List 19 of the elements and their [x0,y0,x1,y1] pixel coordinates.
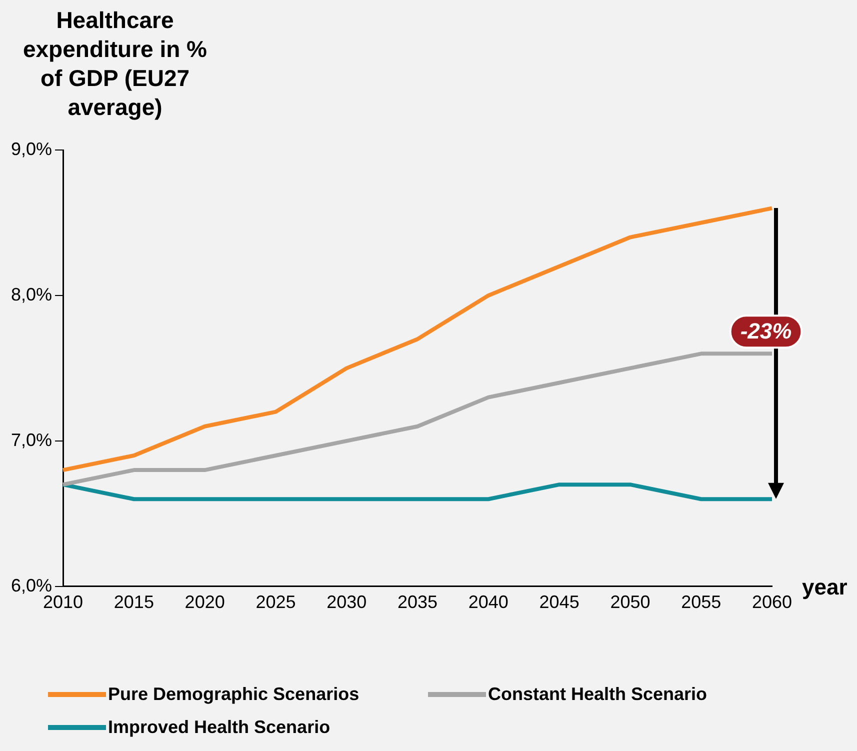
legend-label: Constant Health Scenario [488,684,708,705]
x-tick-label: 2055 [681,592,722,612]
x-tick-label: 2020 [184,592,225,612]
y-axis-title: Healthcare expenditure in % of GDP (EU27 average) [22,6,208,122]
x-axis-title: year [802,574,848,600]
x-tick-label: 2040 [468,592,508,612]
x-tick-label: 2045 [539,592,580,612]
legend-label: Pure Demographic Scenarios [108,684,360,705]
x-tick-label: 2050 [610,592,650,612]
x-tick-label: 2060 [752,592,792,612]
y-tick-label: 7,0% [10,430,52,450]
x-tick-label: 2030 [326,592,367,612]
y-tick-label: 9,0% [10,138,52,159]
x-tick-label: 2025 [256,592,296,612]
annotation: -23% [740,318,792,344]
x-tick-label: 2015 [114,592,154,612]
y-tick-label: 8,0% [10,284,52,304]
legend-label: Improved Health Scenario [108,717,330,738]
x-tick-label: 2035 [397,592,438,612]
